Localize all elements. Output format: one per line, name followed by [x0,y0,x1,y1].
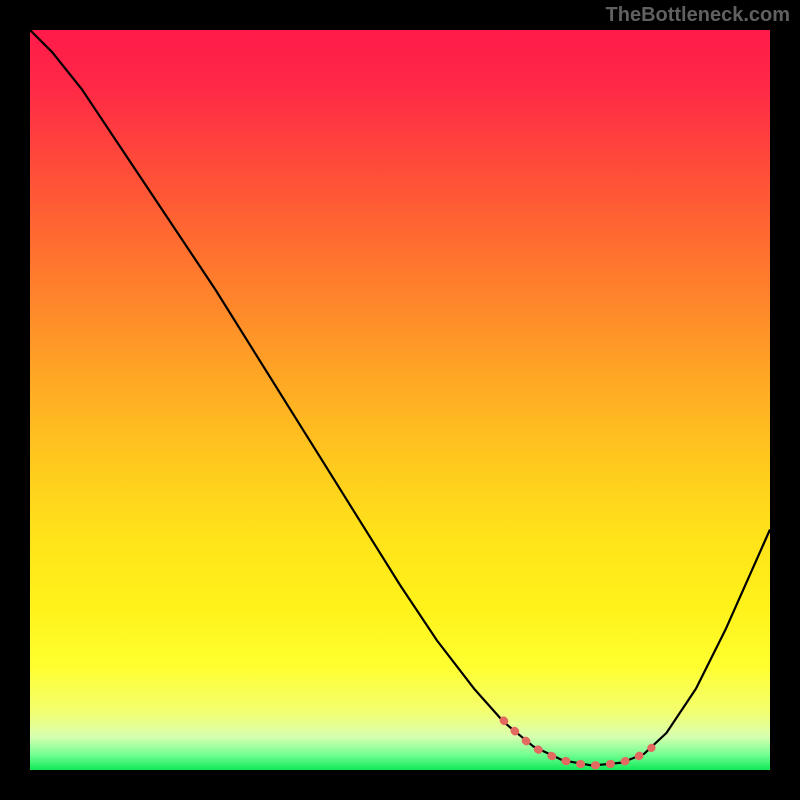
plot-area [30,30,770,770]
gradient-background [30,30,770,770]
chart-svg [30,30,770,770]
attribution-text: TheBottleneck.com [606,4,790,27]
